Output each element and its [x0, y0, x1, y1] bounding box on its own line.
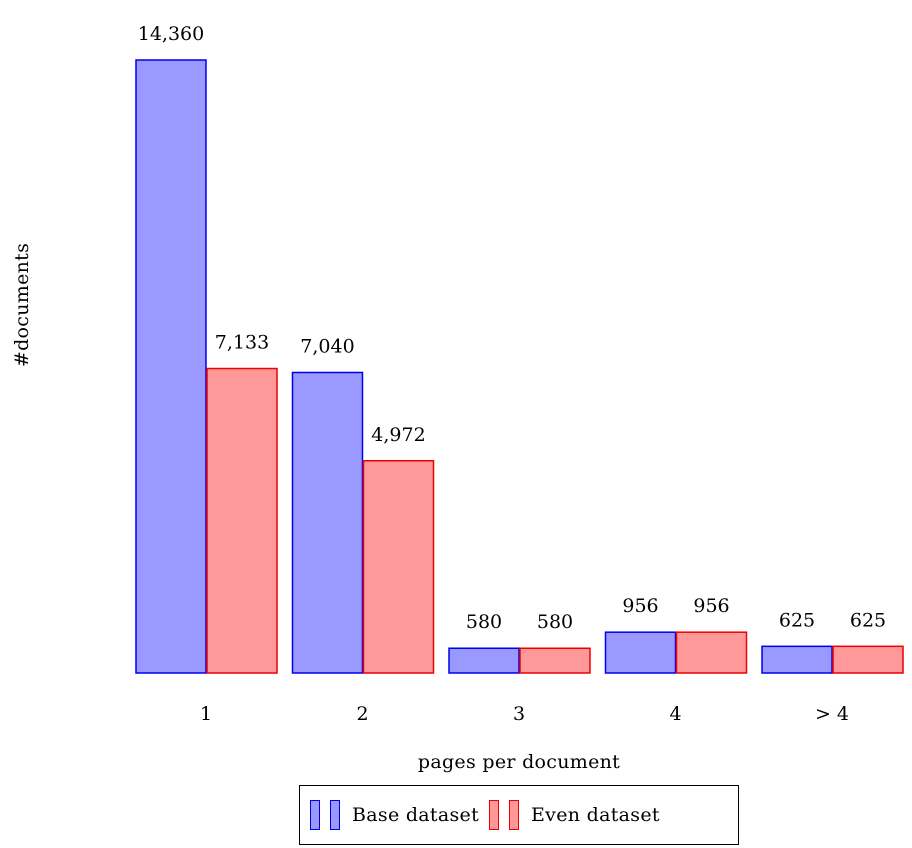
bar-even-4 [832, 645, 904, 674]
data-label-base-2: 580 [466, 611, 502, 633]
x-tick-label-4: > 4 [815, 703, 849, 725]
data-label-base-0: 14,360 [138, 23, 204, 45]
legend: Base dataset Even dataset [299, 785, 739, 845]
x-axis-label: pages per document [417, 751, 621, 773]
data-label-base-3: 956 [622, 595, 658, 617]
x-tick-label-2: 3 [513, 703, 525, 725]
bar-even-0 [206, 367, 278, 674]
legend-swatch-even [489, 800, 500, 830]
legend-swatch-even [509, 800, 520, 830]
bar-base-3 [604, 631, 677, 674]
bar-base-2 [448, 647, 520, 674]
x-tick-label-3: 4 [669, 703, 681, 725]
data-label-base-1: 7,040 [300, 335, 354, 357]
data-label-even-2: 580 [537, 611, 573, 633]
legend-item-base: Base dataset [310, 800, 483, 830]
legend-item-even: Even dataset [489, 800, 664, 830]
data-label-even-4: 625 [850, 609, 886, 631]
data-label-even-0: 7,133 [215, 332, 269, 354]
x-tick-label-1: 2 [356, 703, 368, 725]
x-tick-label-0: 1 [200, 703, 212, 725]
bar-base-0 [135, 59, 207, 674]
y-axis-label: #documents [11, 242, 33, 368]
bar-even-1 [362, 460, 435, 674]
bar-base-1 [291, 371, 364, 674]
bar-even-2 [519, 647, 591, 674]
data-label-base-4: 625 [779, 609, 815, 631]
bar-base-4 [761, 645, 833, 674]
legend-swatch-base [310, 800, 320, 830]
bar-even-3 [675, 631, 748, 674]
data-label-even-3: 956 [693, 595, 729, 617]
legend-swatch-base [330, 800, 340, 830]
legend-label-even: Even dataset [531, 804, 660, 826]
legend-label-base: Base dataset [352, 804, 480, 826]
data-label-even-1: 4,972 [371, 424, 425, 446]
